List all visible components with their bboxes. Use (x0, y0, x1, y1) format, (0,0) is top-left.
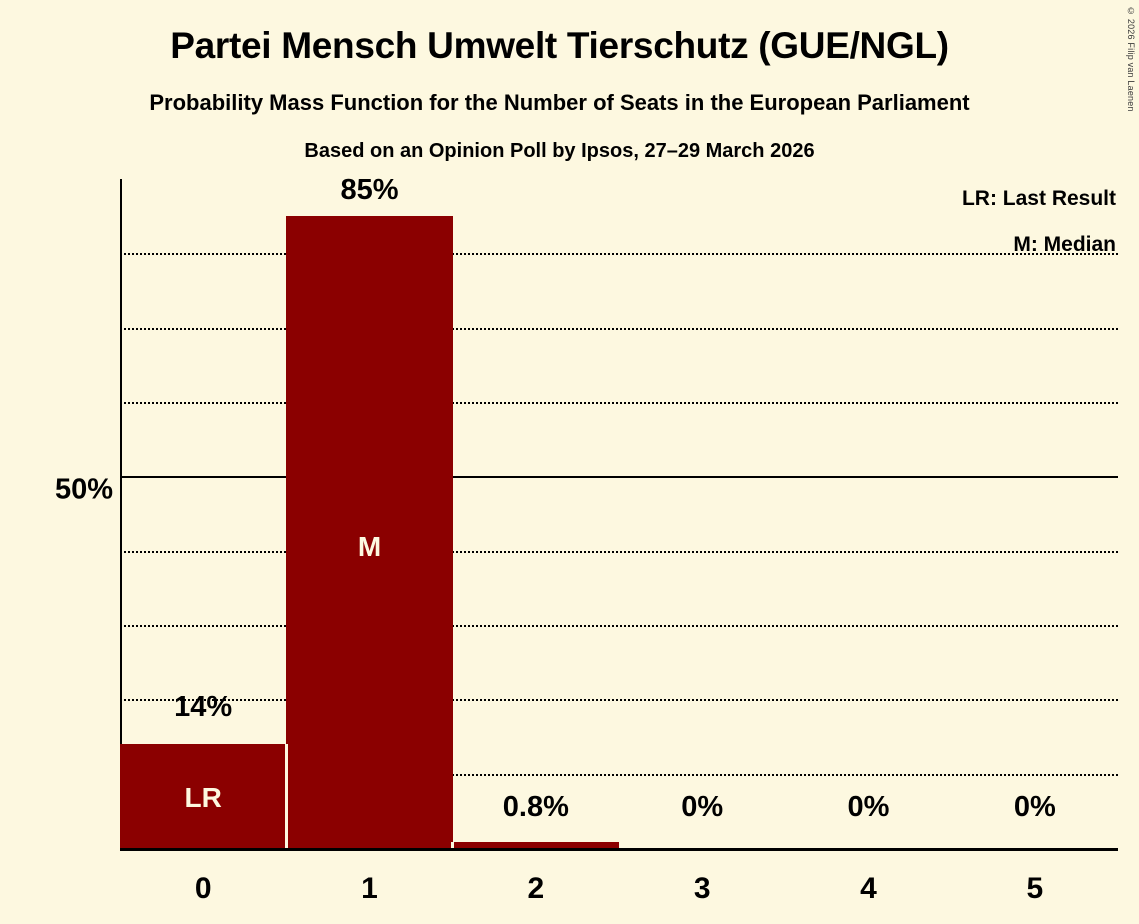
y-axis-tick-label-50: 50% (54, 473, 113, 506)
gridline-30 (120, 625, 1118, 627)
bar-marker-last-result: LR (184, 782, 222, 813)
bar-separator-1-2 (451, 842, 455, 848)
copyright-notice: © 2026 Filip van Laenen (1126, 6, 1136, 112)
bar-1[interactable] (286, 216, 453, 848)
bar-separator-0-1 (284, 743, 288, 848)
bar-0[interactable] (120, 743, 287, 848)
gridline-50 (120, 476, 1118, 479)
bar-value-1: 85% (340, 174, 399, 206)
x-axis-tick-label-3: 3 (693, 872, 711, 905)
x-axis-tick-label-5: 5 (1026, 872, 1044, 905)
x-axis-line (120, 848, 1118, 851)
chart-title: Partei Mensch Umwelt Tierschutz (GUE/NGL… (170, 25, 949, 66)
x-axis-tick-label-1: 1 (361, 872, 378, 905)
x-axis-tick-label-2: 2 (527, 872, 545, 905)
bar-value-5: 0% (1013, 791, 1056, 823)
bar-value-2: 0.8% (502, 791, 569, 823)
plot-area: LR: Last Result M: Median 14% 85% 0.8% 0… (120, 174, 1118, 848)
legend-median: M: Median (1013, 233, 1116, 256)
chart-subtitle: Probability Mass Function for the Number… (149, 90, 970, 115)
gridline-20 (120, 699, 1118, 702)
bar-value-3: 0% (681, 791, 724, 823)
bar-value-4: 0% (847, 791, 890, 823)
gridline-10 (120, 773, 1118, 776)
gridline-40 (120, 550, 1118, 553)
chart-source-subtitle: Based on an Opinion Poll by Ipsos, 27–29… (304, 140, 815, 162)
gridline-80 (120, 253, 1118, 256)
x-axis-tick-label-0: 0 (194, 872, 212, 905)
legend-last-result: LR: Last Result (961, 187, 1116, 210)
bar-marker-median: M (357, 531, 382, 562)
y-axis-line (120, 179, 122, 850)
gridline-70 (120, 327, 1118, 330)
bar-2[interactable] (452, 842, 619, 848)
bar-value-0: 14% (174, 691, 233, 723)
x-axis-tick-label-4: 4 (860, 872, 877, 905)
gridline-60 (120, 402, 1118, 404)
